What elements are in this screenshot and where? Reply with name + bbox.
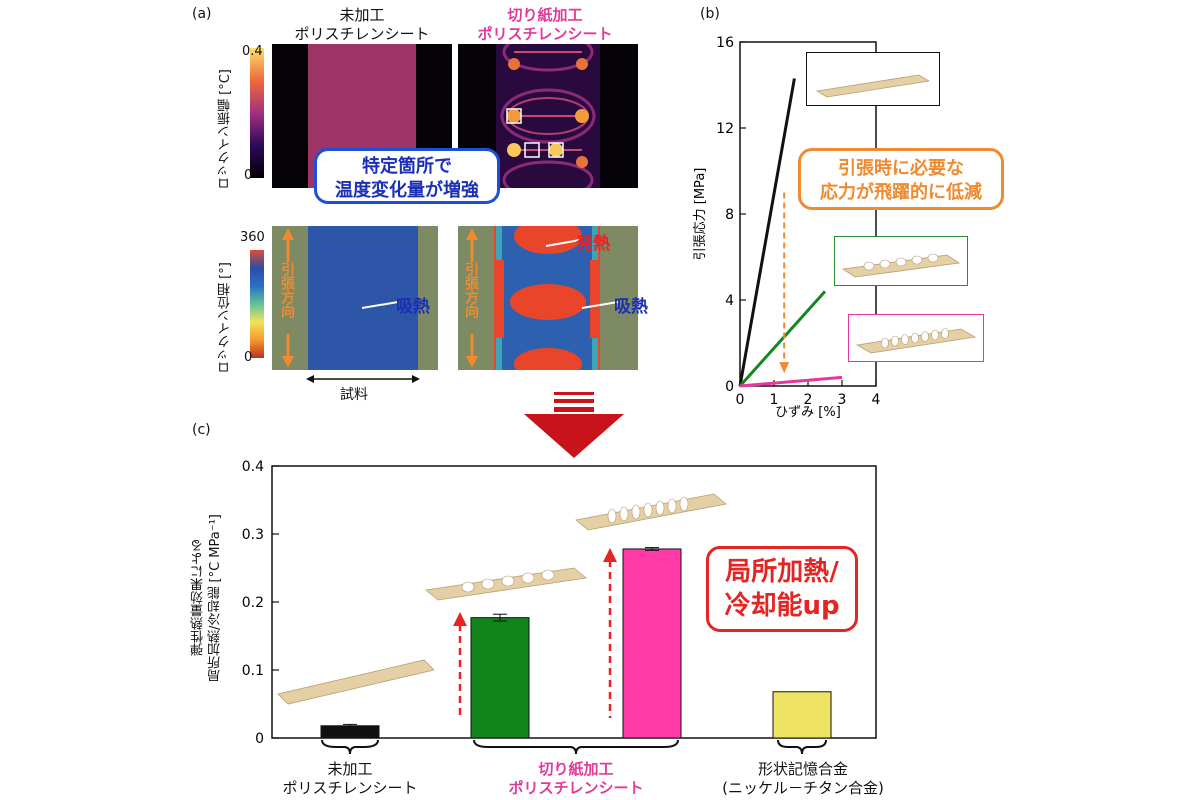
phase-sample-area	[308, 226, 418, 370]
panel-b-label: (b)	[700, 6, 720, 22]
bar-y-tick-label: 0.1	[242, 663, 264, 679]
endothermic-label-1: 吸熱	[396, 297, 430, 317]
bar-y-ticks: 0 0.1 0.2 0.3 0.4	[242, 459, 279, 747]
phase-image-kirigami	[458, 226, 638, 370]
ss-x-tick-label: 4	[872, 392, 881, 408]
group-braces	[321, 739, 827, 755]
down-arrow-icon	[524, 392, 624, 458]
endo-pointer-2	[581, 301, 619, 309]
callout-capability-up-line1: 局所加熱/	[725, 557, 839, 587]
ss-y-ticks: 0 4 8 12 16	[716, 35, 746, 395]
group-label-alloy-line2: (ニッケル－チタン合金)	[722, 779, 884, 797]
bar-2	[622, 548, 682, 739]
exothermic-label: 発熱	[576, 234, 610, 254]
specimen-dense-strip	[855, 328, 977, 354]
group-label-kirigami-line2: ポリスチレンシート	[508, 779, 644, 797]
ss-x-tick-label: 2	[804, 392, 813, 408]
ss-series	[738, 78, 843, 388]
col1-header-line2: ポリスチレンシート	[294, 25, 430, 43]
tension-direction-label-1: 引張方向	[277, 262, 297, 334]
col1-header: 未加工 ポリスチレンシート	[272, 6, 452, 44]
group-label-alloy-line1: 形状記憶合金	[757, 760, 848, 778]
amp-image-unprocessed	[272, 44, 452, 188]
panel-c-label: (c)	[192, 422, 211, 438]
bar-y-axis-label-line1: 弾性熱量効果による	[191, 539, 206, 657]
ss-y-tick-label: 4	[725, 293, 734, 309]
bar-y-tick-label: 0	[255, 731, 264, 747]
sample-label: 試料	[340, 387, 368, 403]
phase-min-label: 0	[244, 350, 253, 365]
endothermic-label-2: 吸熱	[614, 297, 648, 317]
red-up-arrow-1	[453, 612, 467, 718]
bar-y-tick-label: 0.3	[242, 527, 264, 543]
red-up-arrow-2	[603, 548, 617, 718]
callout-local-enhance: 特定箇所で 温度変化量が増強	[314, 148, 500, 204]
phase-axis-label: ロックイン位相 [°]	[218, 262, 233, 374]
phase-kirigami-pattern	[494, 226, 600, 370]
ss-y-tick-label: 0	[725, 379, 734, 395]
elastocaloric-bar-chart: 0 0.1 0.2 0.3 0.4	[242, 459, 877, 747]
bar-specimen-dense	[575, 493, 727, 531]
amp-min-label: 0	[244, 168, 253, 183]
bar-specimen-plain	[277, 659, 435, 705]
amp-colorbar	[250, 48, 264, 178]
specimen-coarse-strip	[841, 253, 961, 278]
col2-header-line1: 切り紙加工	[507, 6, 583, 24]
ss-y-tick-label: 8	[725, 207, 734, 223]
ss-x-axis-label: ひずみ [%]	[775, 405, 841, 420]
panel-a-label: (a)	[192, 6, 212, 22]
amp-image-kirigami	[458, 44, 638, 188]
ss-series-line-1	[738, 290, 827, 388]
endo-pointer-1	[361, 301, 399, 309]
bar-1	[470, 617, 530, 739]
tension-direction-label-2: 引張方向	[461, 262, 481, 334]
group-label-kirigami: 切り紙加工 ポリスチレンシート	[476, 760, 676, 798]
callout-stress-reduction: 引張時に必要な 応力が飛躍的に低減	[798, 148, 1004, 210]
ss-y-axis-label: 引張応力 [MPa]	[693, 168, 708, 261]
bar-3	[772, 691, 832, 739]
specimen-box-unprocessed	[806, 52, 940, 106]
bar-y-axis-label-line2: 局所加熱/冷却能 [°C MPa⁻¹]	[208, 514, 223, 682]
specimen-box-kirigami-coarse	[834, 236, 968, 286]
exo-pointer	[545, 239, 581, 247]
callout-capability-up: 局所加熱/ 冷却能up	[706, 546, 858, 632]
col2-header-line2: ポリスチレンシート	[477, 25, 613, 43]
ss-x-tick-label: 3	[838, 392, 847, 408]
phase-max-label: 360	[240, 230, 265, 245]
group-label-kirigami-line1: 切り紙加工	[538, 760, 614, 778]
group-label-unprocessed-line2: ポリスチレンシート	[282, 779, 418, 797]
ss-y-tick-label: 12	[716, 121, 734, 137]
amp-max-label: 0.4	[242, 44, 263, 59]
bar-marks	[320, 547, 832, 739]
phase-image-unprocessed	[272, 226, 438, 370]
specimen-plain-strip	[815, 74, 931, 98]
group-label-alloy: 形状記憶合金 (ニッケル－チタン合金)	[700, 760, 906, 798]
callout-local-enhance-line2: 温度変化量が増強	[335, 180, 479, 201]
callout-local-enhance-line1: 特定箇所で	[362, 156, 452, 177]
amp-kirigami-pattern	[496, 44, 600, 188]
ss-y-tick-label: 16	[716, 35, 734, 51]
group-label-unprocessed: 未加工 ポリスチレンシート	[250, 760, 450, 798]
group-label-unprocessed-line1: 未加工	[327, 760, 373, 778]
col2-header: 切り紙加工 ポリスチレンシート	[455, 6, 635, 44]
callout-stress-reduction-line1: 引張時に必要な	[838, 158, 964, 179]
col1-header-line1: 未加工	[339, 6, 385, 24]
callout-stress-reduction-line2: 応力が飛躍的に低減	[820, 182, 982, 203]
bar-y-axis-label: 弾性熱量効果による 局所加熱/冷却能 [°C MPa⁻¹]	[190, 480, 224, 716]
bar-y-tick-label: 0.4	[242, 459, 264, 475]
bar-specimen-coarse	[425, 567, 587, 601]
amp-axis-label: ロックイン振幅 [°C]	[218, 69, 233, 190]
callout-capability-up-line2: 冷却能up	[724, 591, 840, 621]
ss-x-tick-label: 0	[736, 392, 745, 408]
ss-series-line-0	[738, 78, 796, 387]
ss-series-line-2	[739, 375, 843, 388]
phase-colorbar	[250, 250, 264, 358]
ss-reduction-arrowhead	[779, 362, 790, 374]
specimen-box-kirigami-dense	[848, 314, 984, 362]
sample-width-arrow	[306, 375, 420, 383]
ss-x-tick-label: 1	[770, 392, 779, 408]
bar-y-tick-label: 0.2	[242, 595, 264, 611]
